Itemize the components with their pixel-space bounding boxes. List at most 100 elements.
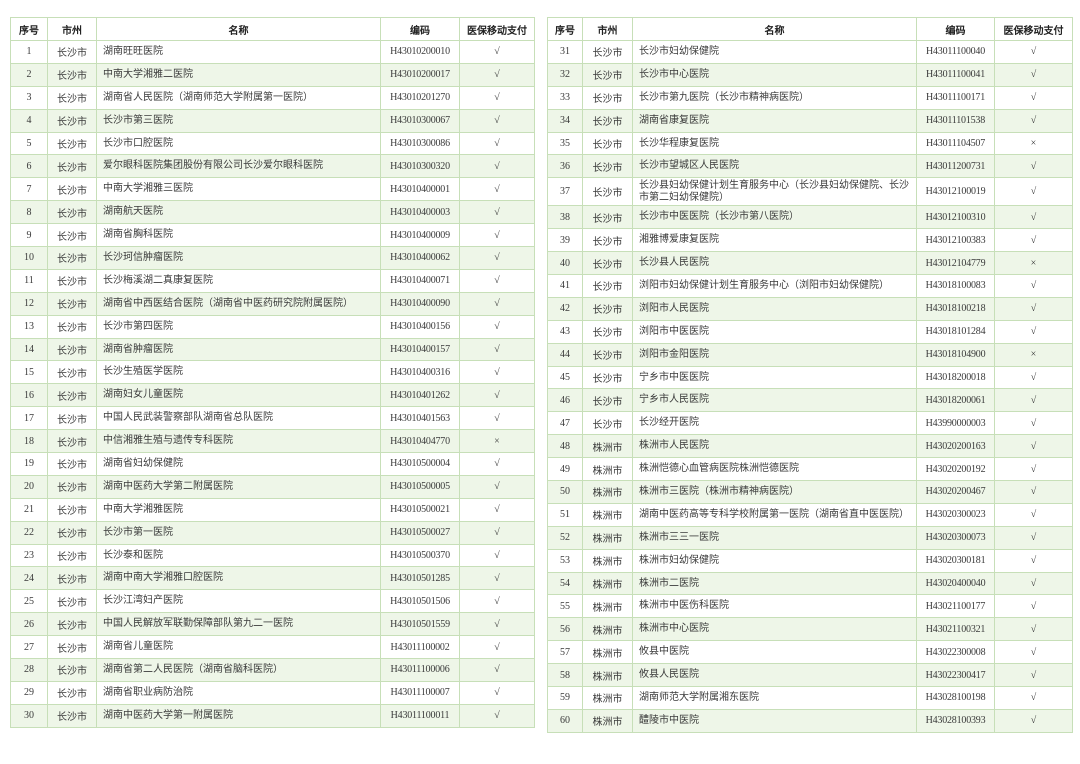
- cell-index: 9: [10, 223, 48, 248]
- cell-code: H43010300320: [380, 154, 460, 179]
- cell-index: 14: [10, 337, 48, 362]
- cell-index: 3: [10, 85, 48, 110]
- cell-city: 长沙市: [47, 85, 97, 110]
- cell-index: 40: [547, 251, 583, 276]
- cell-code: H43018100218: [916, 296, 995, 321]
- cell-index: 30: [10, 703, 48, 728]
- header-city: 市州: [582, 17, 633, 41]
- cell-city: 长沙市: [582, 411, 633, 436]
- cell-city: 长沙市: [47, 268, 97, 293]
- cell-code: H43022300417: [916, 663, 995, 688]
- table-row: 39 长沙市 湘雅博爱康复医院 H43012100383 √: [547, 228, 1073, 253]
- cell-index: 1: [10, 40, 48, 64]
- cell-city: 株洲市: [582, 640, 633, 665]
- cell-mobile-payment: √: [994, 617, 1073, 642]
- cell-index: 5: [10, 131, 48, 156]
- cell-mobile-payment: √: [459, 474, 535, 499]
- cell-city: 株洲市: [582, 594, 633, 619]
- table-row: 42 长沙市 浏阳市人民医院 H43018100218 √: [547, 296, 1073, 321]
- cell-name: 攸县中医院: [632, 640, 917, 665]
- cell-city: 株洲市: [582, 480, 633, 504]
- cell-index: 7: [10, 177, 48, 202]
- cell-city: 长沙市: [47, 177, 97, 202]
- cell-code: H43022300008: [916, 640, 995, 665]
- cell-index: 57: [547, 640, 583, 665]
- cell-mobile-payment: √: [459, 108, 535, 133]
- cell-code: H43010400090: [380, 291, 460, 316]
- cell-mobile-payment: √: [459, 200, 535, 225]
- cell-index: 36: [547, 154, 583, 179]
- cell-mobile-payment: √: [994, 319, 1073, 344]
- table-row: 9 长沙市 湖南省胸科医院 H43010400009 √: [10, 223, 535, 248]
- cell-city: 株洲市: [582, 548, 633, 573]
- header-code: 编码: [916, 17, 995, 41]
- table-row: 60 株洲市 醴陵市中医院 H43028100393 √: [547, 708, 1073, 733]
- cell-name: 株洲市人民医院: [632, 434, 917, 459]
- table-row: 31 长沙市 长沙市妇幼保健院 H43011100040 √: [547, 40, 1073, 64]
- cell-city: 长沙市: [47, 452, 97, 476]
- cell-mobile-payment: √: [994, 525, 1073, 550]
- cell-name: 株洲市中医伤科医院: [632, 594, 917, 619]
- cell-mobile-payment: √: [459, 543, 535, 568]
- table-row: 27 长沙市 湖南省儿童医院 H43011100002 √: [10, 635, 535, 660]
- cell-code: H43010300086: [380, 131, 460, 156]
- table-row: 16 长沙市 湖南妇女儿童医院 H43010401262 √: [10, 383, 535, 408]
- table-row: 43 长沙市 浏阳市中医医院 H43018101284 √: [547, 319, 1073, 344]
- table-row: 12 长沙市 湖南省中西医结合医院（湖南省中医药研究院附属医院） H430104000…: [10, 291, 535, 316]
- cell-code: H43010500370: [380, 543, 460, 568]
- cell-name: 长沙市中心医院: [632, 62, 917, 87]
- cell-city: 长沙市: [47, 246, 97, 270]
- cell-index: 37: [547, 177, 583, 207]
- cell-mobile-payment: √: [459, 452, 535, 476]
- cell-mobile-payment: √: [459, 680, 535, 705]
- cell-name: 浏阳市中医医院: [632, 319, 917, 344]
- cell-name: 湖南省妇幼保健院: [96, 452, 381, 476]
- cell-name: 株洲市三三一医院: [632, 525, 917, 550]
- table-row: 11 长沙市 长沙梅溪湖二真康复医院 H43010400071 √: [10, 268, 535, 293]
- cell-name: 湖南中医药大学第一附属医院: [96, 703, 381, 728]
- cell-mobile-payment: √: [994, 274, 1073, 298]
- cell-city: 长沙市: [582, 319, 633, 344]
- cell-code: H43018101284: [916, 319, 995, 344]
- cell-mobile-payment: √: [459, 131, 535, 156]
- cell-code: H43010300067: [380, 108, 460, 133]
- table-row: 49 株洲市 株洲恺德心血管病医院株洲恺德医院 H43020200192 √: [547, 457, 1073, 482]
- cell-mobile-payment: √: [459, 635, 535, 660]
- cell-name: 中国人民解放军联勤保障部队第九二一医院: [96, 612, 381, 637]
- cell-code: H43011100006: [380, 658, 460, 682]
- table-row: 38 长沙市 长沙市中医医院（长沙市第八医院） H43012100310 √: [547, 205, 1073, 230]
- cell-index: 53: [547, 548, 583, 573]
- table-row: 53 株洲市 株洲市妇幼保健院 H43020300181 √: [547, 548, 1073, 573]
- cell-name: 长沙市中医医院（长沙市第八医院）: [632, 205, 917, 230]
- cell-city: 株洲市: [582, 434, 633, 459]
- cell-index: 38: [547, 205, 583, 230]
- cell-index: 8: [10, 200, 48, 225]
- cell-city: 长沙市: [582, 205, 633, 230]
- table-row: 33 长沙市 长沙市第九医院（长沙市精神病医院） H43011100171 √: [547, 85, 1073, 110]
- cell-index: 12: [10, 291, 48, 316]
- cell-index: 35: [547, 131, 583, 156]
- cell-mobile-payment: √: [459, 703, 535, 728]
- table-row: 28 长沙市 湖南省第二人民医院（湖南省脑科医院） H43011100006 √: [10, 658, 535, 682]
- cell-city: 长沙市: [582, 228, 633, 253]
- cell-mobile-payment: √: [459, 383, 535, 408]
- cell-index: 27: [10, 635, 48, 660]
- cell-city: 长沙市: [47, 337, 97, 362]
- cell-code: H43010500004: [380, 452, 460, 476]
- cell-index: 19: [10, 452, 48, 476]
- table-row: 14 长沙市 湖南省肿瘤医院 H43010400157 √: [10, 337, 535, 362]
- table-row: 36 长沙市 长沙市望城区人民医院 H43011200731 √: [547, 154, 1073, 179]
- cell-city: 长沙市: [47, 223, 97, 248]
- cell-city: 长沙市: [47, 383, 97, 408]
- cell-code: H43012100383: [916, 228, 995, 253]
- cell-code: H43011100041: [916, 62, 995, 87]
- cell-mobile-payment: √: [459, 566, 535, 591]
- cell-mobile-payment: √: [994, 663, 1073, 688]
- cell-city: 长沙市: [582, 40, 633, 64]
- cell-name: 湖南省人民医院（湖南师范大学附属第一医院）: [96, 85, 381, 110]
- header-name: 名称: [96, 17, 381, 41]
- cell-index: 11: [10, 268, 48, 293]
- cell-city: 长沙市: [582, 365, 633, 390]
- cell-code: H43010400156: [380, 314, 460, 339]
- cell-city: 长沙市: [582, 296, 633, 321]
